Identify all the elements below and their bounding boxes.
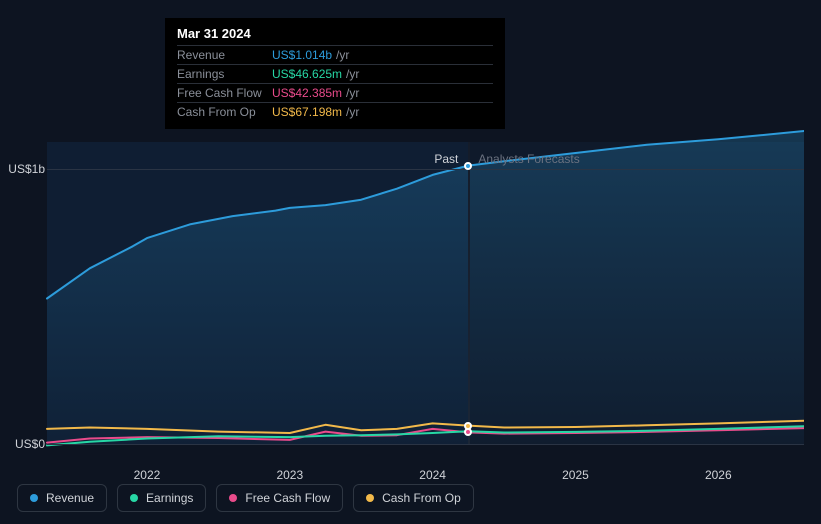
- legend-label: Revenue: [46, 491, 94, 505]
- forecast-section-label: Analysts Forecasts: [478, 152, 579, 166]
- fcf-marker: [464, 428, 472, 436]
- x-axis-label: 2025: [562, 468, 589, 482]
- tooltip-metric-value: US$67.198m: [272, 105, 342, 119]
- tooltip-metric-value: US$1.014b: [272, 48, 332, 62]
- tooltip-rows: RevenueUS$1.014b/yrEarningsUS$46.625m/yr…: [177, 45, 493, 121]
- tooltip-row: RevenueUS$1.014b/yr: [177, 45, 493, 64]
- tooltip-row: Free Cash FlowUS$42.385m/yr: [177, 83, 493, 102]
- legend-item-cash_from_op[interactable]: Cash From Op: [353, 484, 474, 512]
- legend-label: Earnings: [146, 491, 193, 505]
- legend-item-earnings[interactable]: Earnings: [117, 484, 206, 512]
- chart-tooltip: Mar 31 2024 RevenueUS$1.014b/yrEarningsU…: [165, 18, 505, 129]
- tooltip-metric-unit: /yr: [336, 48, 349, 62]
- x-axis-label: 2026: [705, 468, 732, 482]
- legend-dot-icon: [366, 494, 374, 502]
- past-section-label: Past: [434, 152, 458, 166]
- tooltip-metric-unit: /yr: [346, 67, 359, 81]
- x-axis-label: 2024: [419, 468, 446, 482]
- x-axis-label: 2023: [276, 468, 303, 482]
- legend-label: Cash From Op: [382, 491, 461, 505]
- tooltip-metric-label: Revenue: [177, 48, 272, 62]
- x-axis-label: 2022: [134, 468, 161, 482]
- legend-dot-icon: [130, 494, 138, 502]
- revenue-marker: [464, 162, 472, 170]
- tooltip-row: Cash From OpUS$67.198m/yr: [177, 102, 493, 121]
- legend-dot-icon: [30, 494, 38, 502]
- tooltip-metric-label: Cash From Op: [177, 105, 272, 119]
- legend-item-fcf[interactable]: Free Cash Flow: [216, 484, 343, 512]
- tooltip-metric-label: Earnings: [177, 67, 272, 81]
- legend-label: Free Cash Flow: [245, 491, 330, 505]
- chart-legend: Revenue Earnings Free Cash Flow Cash From O…: [17, 484, 474, 512]
- tooltip-row: EarningsUS$46.625m/yr: [177, 64, 493, 83]
- tooltip-metric-unit: /yr: [346, 105, 359, 119]
- tooltip-date: Mar 31 2024: [177, 26, 493, 41]
- chart-svg: [17, 120, 804, 464]
- y-axis-label: US$0: [15, 437, 45, 451]
- y-axis-label: US$1b: [8, 162, 45, 176]
- legend-item-revenue[interactable]: Revenue: [17, 484, 107, 512]
- tooltip-metric-unit: /yr: [346, 86, 359, 100]
- financials-chart[interactable]: US$1bUS$0PastAnalysts Forecasts202220232…: [17, 120, 804, 464]
- tooltip-metric-value: US$42.385m: [272, 86, 342, 100]
- tooltip-metric-label: Free Cash Flow: [177, 86, 272, 100]
- legend-dot-icon: [229, 494, 237, 502]
- tooltip-metric-value: US$46.625m: [272, 67, 342, 81]
